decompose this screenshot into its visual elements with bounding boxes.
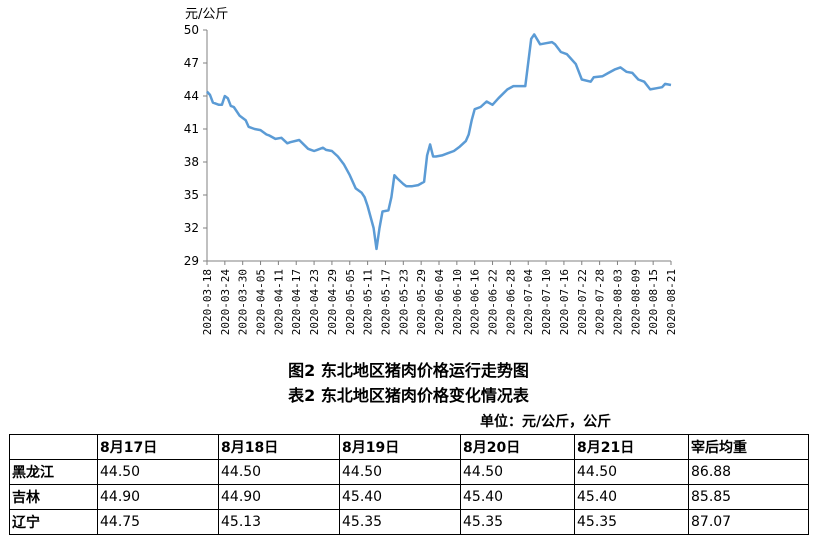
x-tick-label: 2020-04-11 bbox=[272, 269, 285, 335]
x-tick-label: 2020-04-05 bbox=[255, 269, 268, 335]
x-tick-label: 2020-08-15 bbox=[647, 269, 660, 335]
table-row: 辽宁 44.75 45.13 45.35 45.35 45.35 87.07 bbox=[9, 509, 809, 535]
x-tick-label: 2020-05-29 bbox=[415, 269, 428, 335]
x-tick-label: 2020-04-17 bbox=[290, 269, 303, 335]
y-axis: 29 32 35 38 41 44 47 50 bbox=[184, 23, 208, 268]
table-row: 黑龙江 44.50 44.50 44.50 44.50 44.50 86.88 bbox=[9, 459, 809, 485]
header-cell-aug18: 8月18日 bbox=[218, 434, 340, 460]
table-cell: 87.07 bbox=[688, 509, 809, 535]
y-tick-label: 50 bbox=[184, 23, 199, 37]
table-cell: 86.88 bbox=[688, 459, 809, 485]
x-tick-label: 2020-06-04 bbox=[433, 269, 446, 336]
x-tick-label: 2020-07-16 bbox=[558, 269, 571, 335]
price-series-line bbox=[206, 33, 672, 251]
x-tick-label: 2020-06-28 bbox=[504, 269, 517, 335]
table-cell: 45.40 bbox=[339, 484, 461, 510]
x-tick-label: 2020-07-04 bbox=[522, 269, 535, 336]
table-row: 吉林 44.90 44.90 45.40 45.40 45.40 85.85 bbox=[9, 484, 809, 510]
figure-caption: 图2 东北地区猪肉价格运行走势图 bbox=[288, 361, 529, 380]
x-tick-label: 2020-06-10 bbox=[451, 269, 464, 335]
table-cell: 45.35 bbox=[574, 509, 689, 535]
x-tick-label: 2020-03-24 bbox=[219, 269, 232, 336]
y-tick-label: 41 bbox=[184, 122, 199, 136]
table-cell: 44.75 bbox=[97, 509, 219, 535]
table-cell: 45.40 bbox=[574, 484, 689, 510]
header-cell-weight: 宰后均重 bbox=[688, 434, 809, 460]
x-tick-label: 2020-05-23 bbox=[397, 269, 410, 335]
table-header-row: 8月17日 8月18日 8月19日 8月20日 8月21日 宰后均重 bbox=[9, 434, 809, 460]
x-tick-label: 2020-08-21 bbox=[665, 269, 678, 335]
row-label: 辽宁 bbox=[9, 509, 98, 535]
x-tick-label: 2020-06-22 bbox=[487, 269, 500, 335]
x-axis: 2020-03-18 2020-03-24 2020-03-30 2020-04-05… bbox=[201, 260, 678, 336]
table-caption: 表2 东北地区猪肉价格变化情况表 bbox=[288, 386, 529, 405]
header-cell-blank bbox=[9, 434, 98, 460]
x-tick-label: 2020-08-09 bbox=[629, 269, 642, 335]
table-cell: 44.50 bbox=[218, 459, 340, 485]
table-cell: 85.85 bbox=[688, 484, 809, 510]
x-tick-label: 2020-07-10 bbox=[540, 269, 553, 335]
table-cell: 45.13 bbox=[218, 509, 340, 535]
table-cell: 44.50 bbox=[460, 459, 575, 485]
price-table: 8月17日 8月18日 8月19日 8月20日 8月21日 宰后均重 黑龙江 4… bbox=[9, 434, 809, 535]
x-tick-label: 2020-07-28 bbox=[594, 269, 607, 335]
header-cell-aug19: 8月19日 bbox=[339, 434, 461, 460]
unit-note: 单位：元/公斤，公斤 bbox=[480, 414, 612, 430]
table-cell: 44.50 bbox=[339, 459, 461, 485]
table-cell: 44.50 bbox=[97, 459, 219, 485]
y-tick-label: 35 bbox=[184, 188, 199, 202]
y-tick-label: 29 bbox=[184, 254, 199, 268]
x-tick-label: 2020-05-17 bbox=[379, 269, 392, 335]
price-series bbox=[206, 33, 672, 251]
header-cell-aug17: 8月17日 bbox=[97, 434, 219, 460]
x-tick-label: 2020-08-03 bbox=[611, 269, 624, 335]
table-cell: 45.35 bbox=[460, 509, 575, 535]
y-axis-label: 元/公斤 bbox=[185, 7, 228, 22]
table-cell: 44.90 bbox=[97, 484, 219, 510]
row-label: 吉林 bbox=[9, 484, 98, 510]
table-cell: 45.35 bbox=[339, 509, 461, 535]
y-tick-label: 44 bbox=[184, 89, 199, 103]
x-tick-label: 2020-07-22 bbox=[576, 269, 589, 335]
header-cell-aug20: 8月20日 bbox=[460, 434, 575, 460]
x-tick-label: 2020-04-29 bbox=[326, 269, 339, 335]
x-tick-label: 2020-04-23 bbox=[308, 269, 321, 335]
y-tick-label: 47 bbox=[184, 56, 199, 70]
y-tick-label: 32 bbox=[184, 221, 199, 235]
x-tick-label: 2020-06-16 bbox=[469, 269, 482, 335]
table-cell: 45.40 bbox=[460, 484, 575, 510]
x-tick-label: 2020-05-11 bbox=[362, 269, 375, 335]
y-tick-label: 38 bbox=[184, 155, 199, 169]
table-cell: 44.90 bbox=[218, 484, 340, 510]
x-tick-label: 2020-03-18 bbox=[201, 269, 214, 335]
row-label: 黑龙江 bbox=[9, 459, 98, 485]
table-cell: 44.50 bbox=[574, 459, 689, 485]
x-tick-label: 2020-03-30 bbox=[237, 269, 250, 335]
x-tick-label: 2020-05-05 bbox=[344, 269, 357, 335]
header-cell-aug21: 8月21日 bbox=[574, 434, 689, 460]
